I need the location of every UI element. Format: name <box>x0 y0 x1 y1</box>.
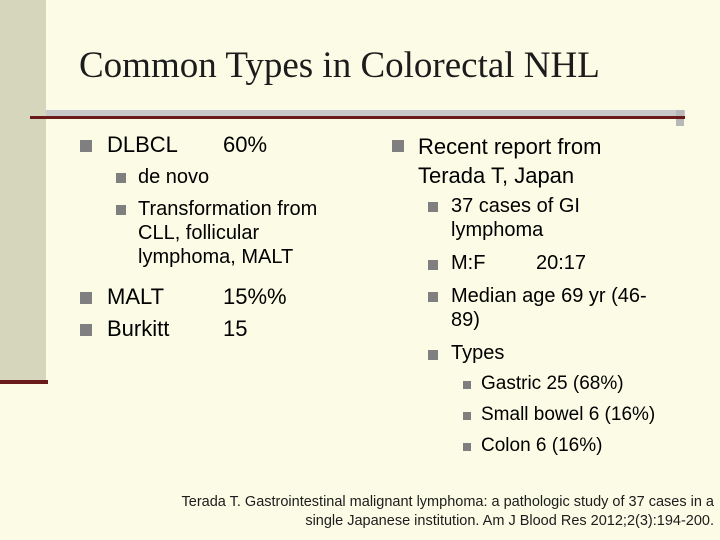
type-small-bowel: Small bowel 6 (16%) <box>481 404 656 425</box>
bullet-burkitt-value: 15 <box>223 316 248 341</box>
bullet-square <box>116 173 126 183</box>
sub-bullet-cases: 37 cases of GI lymphoma <box>451 194 580 242</box>
bullet-square <box>116 205 126 215</box>
cases-line: lymphoma <box>451 219 544 241</box>
reference-line: single Japanese institution. Am J Blood … <box>305 513 714 529</box>
reference-citation: Terada T. Gastrointestinal malignant lym… <box>94 493 715 531</box>
cases-line: 37 cases of GI <box>451 195 580 217</box>
bullet-square <box>80 140 92 152</box>
sub-bullet-ratio-value: 20:17 <box>536 252 587 274</box>
sub-bullet-de-novo: de novo <box>138 166 210 188</box>
bullet-square <box>463 412 471 420</box>
age-line: Median age 69 yr (46- <box>451 285 647 307</box>
bullet-square <box>428 260 438 270</box>
bullet-square <box>428 292 438 302</box>
bullet-recent-report: Recent report from Terada T, Japan <box>418 132 601 190</box>
report-line: Recent report from <box>418 134 602 159</box>
transformation-line: Transformation from <box>138 198 318 220</box>
reference-line: Terada T. Gastrointestinal malignant lym… <box>181 494 715 510</box>
sub-bullet-ratio-label: M:F <box>451 252 486 274</box>
bullet-square <box>428 202 438 212</box>
transformation-line: lymphoma, MALT <box>138 246 294 268</box>
sub-bullet-age: Median age 69 yr (46- 89) <box>451 284 647 332</box>
decorative-stripe-edge <box>0 380 48 384</box>
bullet-square <box>428 350 438 360</box>
bullet-burkitt-label: Burkitt <box>107 316 170 341</box>
bullet-malt-value: 15%% <box>223 284 287 309</box>
bullet-square <box>80 324 92 336</box>
report-line: Terada T, Japan <box>418 163 575 188</box>
type-colon: Colon 6 (16%) <box>481 435 603 456</box>
bullet-malt-label: MALT <box>107 284 165 309</box>
decorative-left-stripe <box>0 0 46 384</box>
bullet-square <box>463 381 471 389</box>
sub-bullet-transformation: Transformation from CLL, follicular lymp… <box>138 197 317 269</box>
sub-bullet-types: Types <box>451 342 505 364</box>
bullet-square <box>80 292 92 304</box>
transformation-line: CLL, follicular <box>138 222 260 244</box>
type-gastric: Gastric 25 (68%) <box>481 373 624 394</box>
age-line: 89) <box>451 309 480 331</box>
title-rule <box>30 116 685 119</box>
bullet-dlbcl-label: DLBCL <box>107 132 178 157</box>
bullet-dlbcl-value: 60% <box>223 132 268 157</box>
bullet-square <box>463 443 471 451</box>
bullet-square <box>392 140 404 152</box>
slide-title: Common Types in Colorectal NHL <box>79 45 600 86</box>
